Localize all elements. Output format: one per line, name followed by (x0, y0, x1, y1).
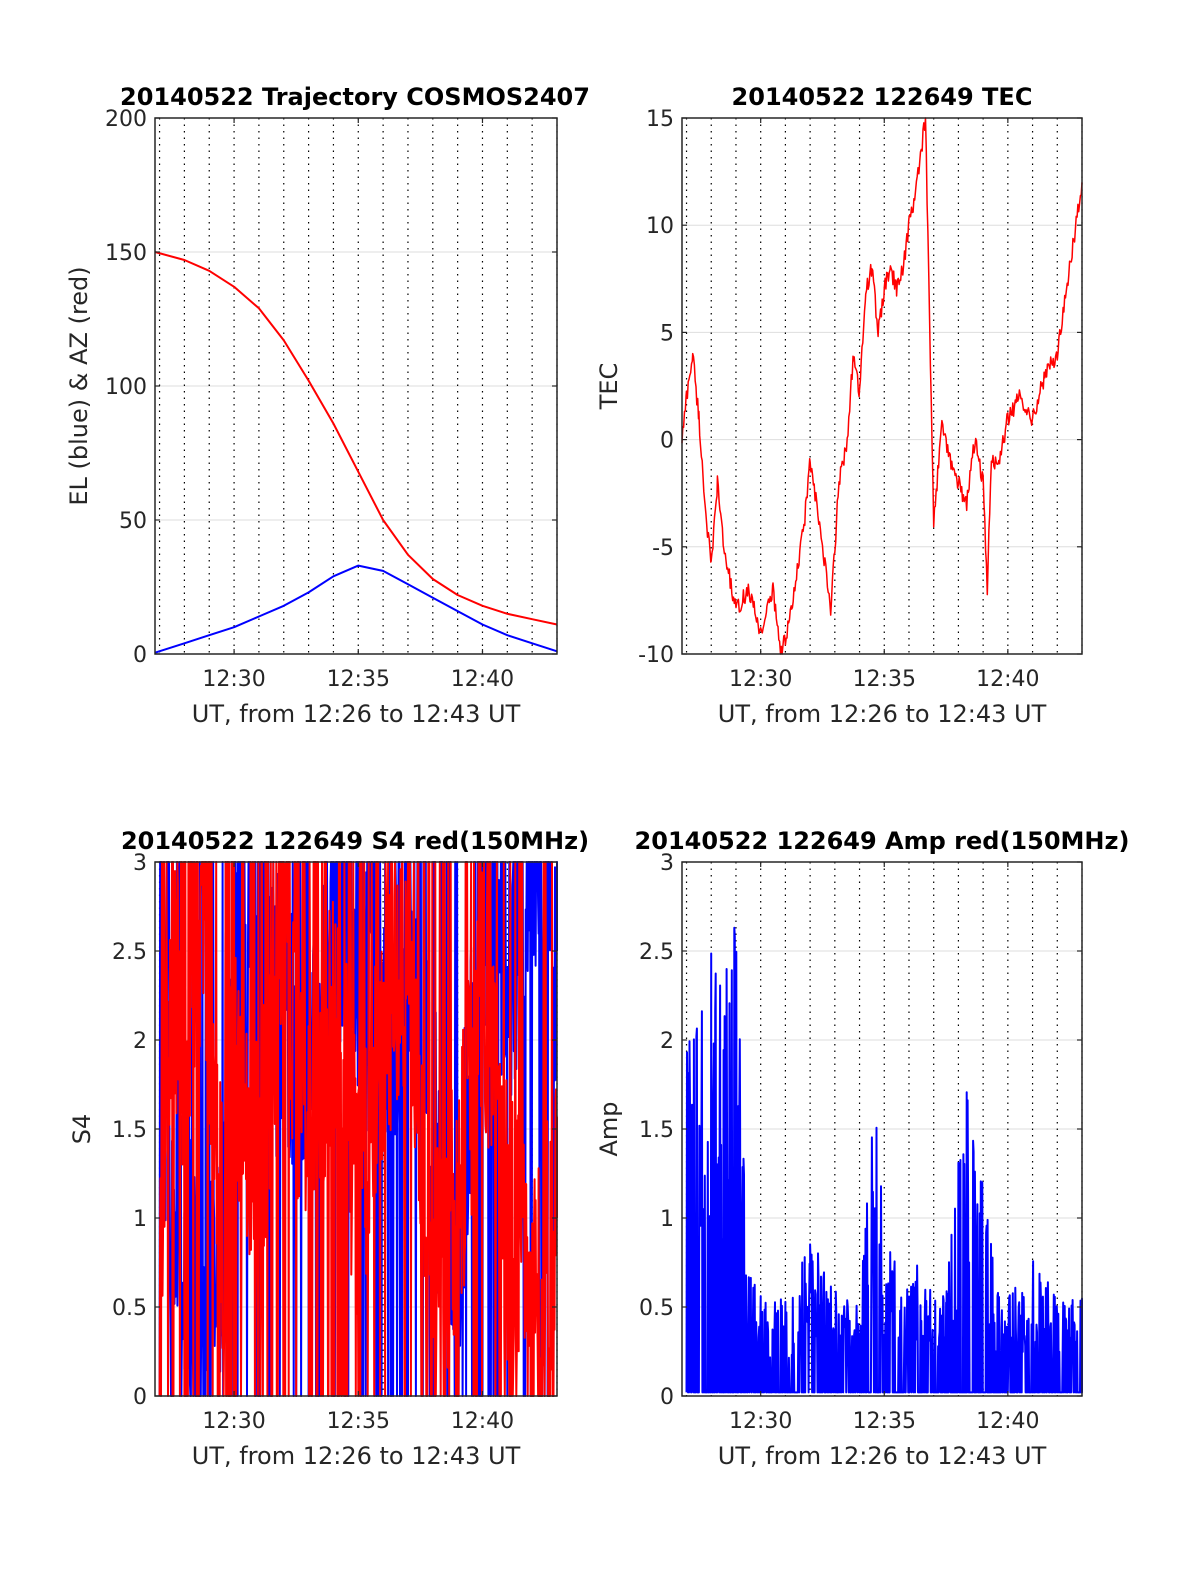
y-tick-label: 0 (133, 1385, 147, 1410)
y-axis-label: S4 (68, 1114, 96, 1145)
x-tick-label: 12:35 (327, 667, 390, 692)
x-tick-label: 12:30 (202, 667, 265, 692)
chart-title: 20140522 122649 S4 red(150MHz) (121, 827, 589, 855)
y-tick-label: 0 (660, 1385, 674, 1410)
x-tick-label: 12:30 (729, 1409, 792, 1434)
chart-title: 20140522 122649 TEC (732, 83, 1033, 111)
x-tick-label: 12:35 (853, 667, 916, 692)
y-tick-label: 0 (660, 429, 674, 454)
y-tick-label: 3 (660, 851, 674, 876)
x-tick-label: 12:35 (327, 1409, 390, 1434)
y-tick-label: 0.5 (112, 1296, 147, 1321)
y-tick-label: -10 (638, 643, 674, 668)
panel-3: 0 0.5 1 1.5 2 2.5 3 12:30 12:35 12:40 UT, from 12:… (68, 827, 589, 1470)
y-axis-label: Amp (595, 1101, 623, 1156)
y-tick-label: 100 (105, 375, 147, 400)
x-tick-label: 12:35 (853, 1409, 916, 1434)
x-tick-label: 12:30 (729, 667, 792, 692)
y-tick-label: 10 (646, 214, 674, 239)
series-line (681, 117, 1083, 655)
y-tick-label: 1 (133, 1207, 147, 1232)
x-axis-label: UT, from 12:26 to 12:43 UT (192, 1442, 521, 1470)
y-tick-label: 15 (646, 107, 674, 132)
y-axis-label: EL (blue) & AZ (red) (65, 266, 93, 505)
plot-area (682, 118, 1082, 654)
x-tick-label: 12:30 (202, 1409, 265, 1434)
y-tick-label: -5 (652, 536, 674, 561)
series-line (154, 564, 558, 654)
axes-box (681, 117, 1083, 655)
y-tick-label: 2 (133, 1029, 147, 1054)
x-tick-label: 12:40 (976, 667, 1039, 692)
y-tick-label: 2.5 (639, 940, 674, 965)
y-tick-label: 1.5 (112, 1118, 147, 1143)
y-tick-label: 3 (133, 851, 147, 876)
y-tick-label: 50 (119, 509, 147, 534)
y-tick-label: 0 (133, 643, 147, 668)
x-tick-label: 12:40 (451, 1409, 514, 1434)
y-tick-label: 200 (105, 107, 147, 132)
series-line (158, 861, 558, 1397)
y-axis-label: TEC (595, 363, 623, 411)
chart-title: 20140522 Trajectory COSMOS2407 (120, 83, 590, 111)
y-tick-label: 2.5 (112, 940, 147, 965)
series-line (154, 251, 558, 626)
panel-4: 0 0.5 1 1.5 2 2.5 3 12:30 12:35 12:40 UT, from 12:… (595, 827, 1129, 1470)
panel-1: 0 50 100 150 200 12:30 12:35 12:40 UT, from 12:2… (65, 83, 590, 728)
panel-2: -10 -5 0 5 10 15 12:30 12:35 12:40 UT, from 12:26… (595, 83, 1083, 728)
y-tick-label: 1.5 (639, 1118, 674, 1143)
x-axis-label: UT, from 12:26 to 12:43 UT (192, 700, 521, 728)
x-axis-label: UT, from 12:26 to 12:43 UT (718, 700, 1047, 728)
y-tick-label: 5 (660, 321, 674, 346)
series-line (685, 926, 1083, 1394)
y-tick-label: 0.5 (639, 1296, 674, 1321)
y-tick-label: 150 (105, 241, 147, 266)
x-tick-label: 12:40 (976, 1409, 1039, 1434)
x-axis-label: UT, from 12:26 to 12:43 UT (718, 1442, 1047, 1470)
x-tick-label: 12:40 (451, 667, 514, 692)
y-tick-label: 2 (660, 1029, 674, 1054)
chart-title: 20140522 122649 Amp red(150MHz) (635, 827, 1130, 855)
y-tick-label: 1 (660, 1207, 674, 1232)
